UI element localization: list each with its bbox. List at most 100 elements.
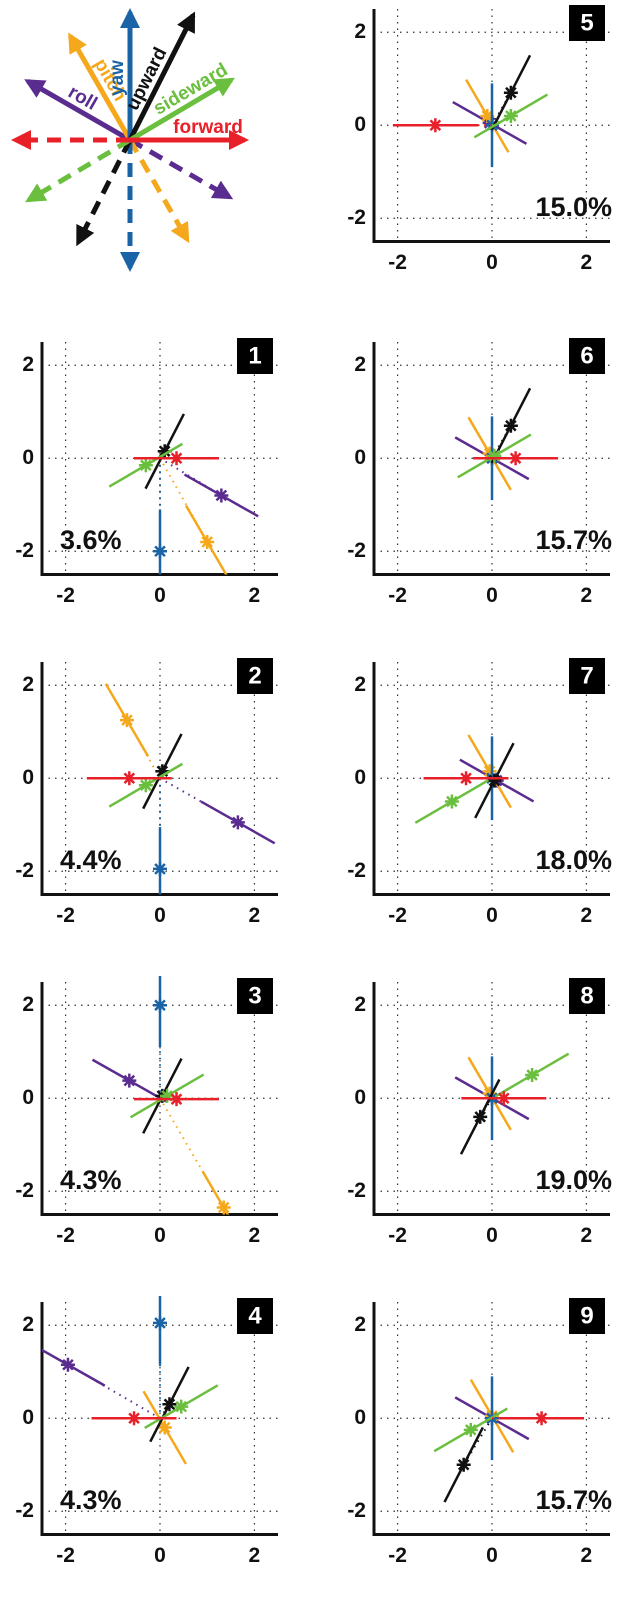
point xyxy=(169,1092,184,1107)
point xyxy=(503,108,518,123)
annotation: 18.0% xyxy=(535,845,612,875)
point xyxy=(138,778,153,793)
y-tick-label: -2 xyxy=(15,539,34,562)
panel-number: 2 xyxy=(248,662,261,689)
panel-number-box xyxy=(569,5,605,41)
panel: -2 0 2 -2 0 2 4 4.3% xyxy=(15,1296,278,1567)
annotation: 19.0% xyxy=(535,1165,612,1195)
panel: -2 0 2 -2 0 2 8 19.0% xyxy=(347,978,612,1247)
legend-arrow xyxy=(68,32,133,142)
point xyxy=(487,448,502,463)
x-tick-label: -2 xyxy=(388,904,407,927)
panel: -2 0 2 -2 0 2 3 4.3% xyxy=(15,976,278,1247)
marks xyxy=(454,1052,570,1155)
point xyxy=(169,451,184,466)
point xyxy=(525,1068,540,1082)
x-tick-label: 0 xyxy=(486,251,498,274)
panel-number-box xyxy=(569,978,605,1014)
y-tick-label: -2 xyxy=(347,539,366,562)
point xyxy=(463,1422,478,1437)
legend-arrow-dashed xyxy=(75,138,133,247)
x-tick-label: 0 xyxy=(486,1224,498,1247)
point xyxy=(230,815,245,830)
x-tick-label: -2 xyxy=(56,1224,75,1247)
point xyxy=(153,544,167,559)
y-tick-label: 2 xyxy=(354,673,366,696)
x-tick-label: -2 xyxy=(388,584,407,607)
point xyxy=(138,458,153,473)
marks xyxy=(86,683,276,895)
point xyxy=(157,1420,172,1435)
y-tick-label: 2 xyxy=(22,673,34,696)
axes xyxy=(40,342,278,576)
legend-label: yaw xyxy=(107,60,128,96)
x-tick-label: 2 xyxy=(581,584,593,607)
point xyxy=(214,488,229,503)
point xyxy=(482,764,497,779)
axes xyxy=(372,982,610,1216)
marks xyxy=(392,54,549,168)
y-tick-label: 0 xyxy=(354,766,366,789)
annotation: 15.7% xyxy=(535,525,612,555)
marks xyxy=(414,734,535,824)
marks xyxy=(91,976,231,1215)
x-tick-label: 0 xyxy=(486,1544,498,1567)
point xyxy=(153,861,167,876)
panel-number-box xyxy=(237,338,273,374)
panel: -2 0 2 -2 0 2 1 3.6% xyxy=(15,338,278,607)
y-tick-label: -2 xyxy=(15,1179,34,1202)
y-tick-label: 0 xyxy=(22,446,34,469)
axes xyxy=(40,982,278,1216)
marks xyxy=(433,1376,585,1503)
x-tick-label: 2 xyxy=(581,1224,593,1247)
point xyxy=(200,534,215,549)
legend-arrow xyxy=(24,79,132,143)
y-tick-label: -2 xyxy=(15,859,34,882)
annotation: 3.6% xyxy=(60,525,122,555)
point xyxy=(480,108,495,123)
point xyxy=(174,1399,189,1414)
legend-arrow-dashed xyxy=(128,137,234,200)
panel-number-box xyxy=(237,658,273,694)
y-tick-label: 0 xyxy=(22,766,34,789)
connector xyxy=(67,1363,161,1420)
panel-number: 7 xyxy=(580,662,593,689)
panel: -2 0 2 -2 0 2 9 15.7% xyxy=(347,1298,612,1567)
point xyxy=(473,1109,488,1124)
x-tick-label: 0 xyxy=(154,904,166,927)
y-tick-label: 2 xyxy=(22,993,34,1016)
panel-number: 8 xyxy=(580,982,593,1009)
point xyxy=(216,1200,231,1215)
point xyxy=(508,451,523,466)
y-tick-label: 0 xyxy=(354,446,366,469)
y-tick-label: 0 xyxy=(354,1406,366,1429)
x-tick-label: 2 xyxy=(249,1224,261,1247)
axes xyxy=(372,9,610,243)
point xyxy=(496,1091,511,1106)
panel-number-box xyxy=(569,1298,605,1334)
panel-number-box xyxy=(569,658,605,694)
x-tick-label: -2 xyxy=(56,904,75,927)
x-tick-label: 2 xyxy=(249,904,261,927)
point xyxy=(482,446,497,461)
legend-label: roll xyxy=(64,82,100,115)
point xyxy=(160,1088,175,1103)
y-tick-label: 2 xyxy=(354,1313,366,1336)
axes xyxy=(40,662,278,896)
annotation: 15.0% xyxy=(535,192,612,222)
y-tick-label: -2 xyxy=(347,206,366,229)
x-tick-label: 0 xyxy=(486,584,498,607)
axes xyxy=(40,1302,278,1536)
point xyxy=(503,85,518,100)
annotation: 4.4% xyxy=(60,845,122,875)
panel: -2 0 2 -2 0 2 5 15.0% xyxy=(347,5,612,274)
annotation: 4.3% xyxy=(60,1485,122,1515)
point xyxy=(157,444,172,459)
panel-number: 1 xyxy=(248,342,261,369)
y-tick-label: 2 xyxy=(354,353,366,376)
annotation: 15.7% xyxy=(535,1485,612,1515)
point xyxy=(162,1397,177,1412)
x-tick-label: 0 xyxy=(154,1544,166,1567)
